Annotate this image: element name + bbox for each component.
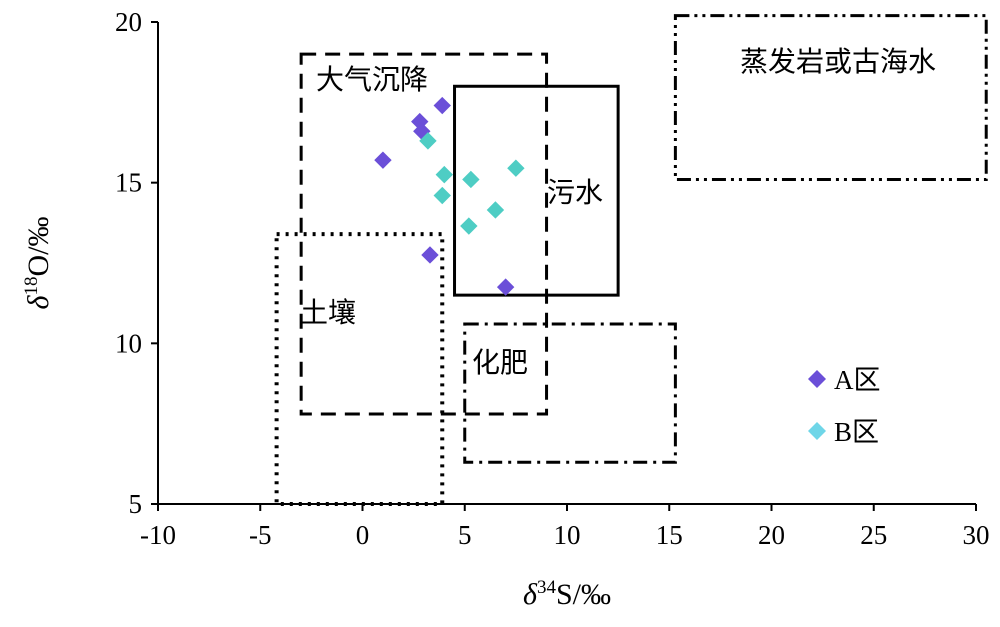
legend-marker <box>808 422 826 440</box>
x-tick-label: 10 <box>554 520 581 550</box>
y-tick-label: 15 <box>115 168 142 198</box>
x-tick-label: 30 <box>963 520 990 550</box>
region-label: 化肥 <box>472 346 528 379</box>
x-axis-title: δ34S/‰ <box>523 577 611 611</box>
data-point <box>374 151 392 169</box>
data-point <box>435 165 454 184</box>
legend-label: B区 <box>834 417 879 447</box>
data-point <box>460 217 478 235</box>
region-box <box>299 52 549 416</box>
legend: A区 B区 <box>808 365 881 447</box>
y-tick-label: 5 <box>129 489 143 519</box>
x-tick-label: 0 <box>356 520 370 550</box>
y-ticks: 5 10 15 20 <box>115 7 158 519</box>
x-tick-label: -10 <box>140 520 176 550</box>
y-tick-label: 10 <box>115 328 142 358</box>
x-ticks: -10 -5 0 5 10 15 20 25 30 <box>140 504 990 550</box>
data-point <box>462 170 480 189</box>
source-regions <box>274 14 988 507</box>
x-tick-label: 15 <box>656 520 683 550</box>
data-point <box>486 201 505 219</box>
region-box <box>274 232 445 507</box>
region-box <box>673 14 988 181</box>
data-point <box>433 96 451 115</box>
data-point <box>421 246 439 264</box>
data-point <box>419 132 437 150</box>
data-point <box>433 186 451 205</box>
data-point <box>496 278 515 296</box>
y-axis-title: δ18O/‰ <box>21 217 55 310</box>
region-label: 污水 <box>547 176 603 209</box>
data-points <box>374 96 525 296</box>
region-box <box>463 322 677 464</box>
region-label: 土壤 <box>300 296 356 329</box>
region-label: 大气沉降 <box>316 63 428 96</box>
x-tick-label: -5 <box>249 520 272 550</box>
region-label: 蒸发岩或古海水 <box>740 45 936 78</box>
legend-label: A区 <box>834 365 881 395</box>
x-tick-label: 20 <box>758 520 785 550</box>
data-point <box>507 159 525 177</box>
legend-marker <box>808 370 826 388</box>
y-tick-label: 20 <box>115 7 142 37</box>
x-tick-label: 25 <box>860 520 887 550</box>
region-box <box>453 84 620 297</box>
x-tick-label: 5 <box>458 520 472 550</box>
